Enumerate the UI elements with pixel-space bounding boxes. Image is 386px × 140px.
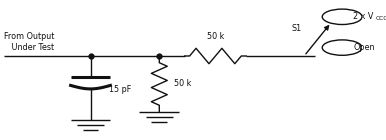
Text: Open: Open — [353, 43, 374, 52]
Text: 15 pF: 15 pF — [108, 85, 131, 94]
Text: From Output
 Under Test: From Output Under Test — [3, 32, 54, 52]
Text: S1: S1 — [292, 24, 302, 32]
Text: CCO: CCO — [376, 16, 386, 21]
Text: 2 x V: 2 x V — [353, 12, 373, 21]
Text: 50 k: 50 k — [174, 80, 191, 88]
Text: 50 k: 50 k — [207, 32, 224, 41]
